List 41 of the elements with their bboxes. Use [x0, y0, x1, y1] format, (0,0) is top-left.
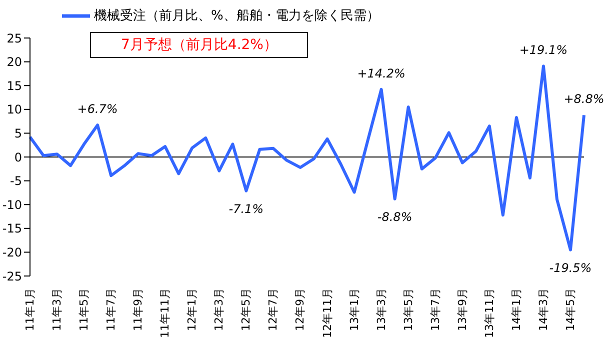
y-tick-label: 10 [6, 102, 22, 117]
x-tick-label: 13年11月 [482, 288, 496, 338]
data-label: +14.2% [357, 66, 406, 80]
x-tick-label: 13年5月 [402, 288, 415, 331]
y-tick-label: 25 [6, 31, 22, 46]
y-tick-label: -25 [2, 269, 22, 284]
x-tick-label: 12年9月 [294, 288, 307, 331]
y-tick-label: -5 [10, 174, 22, 188]
x-tick-label: 11年11月 [158, 288, 172, 338]
x-tick-label: 12年5月 [240, 288, 253, 331]
data-label: -8.8% [377, 210, 412, 224]
y-tick-label: 20 [6, 55, 22, 70]
y-tick-label: 15 [6, 78, 22, 93]
x-tick-label: 13年7月 [428, 288, 442, 331]
x-tick-label: 13年1月 [348, 288, 361, 331]
x-tick-label: 12年11月 [320, 288, 334, 338]
x-tick-label: 12年7月 [266, 288, 280, 331]
x-tick-label: 11年1月 [24, 288, 36, 331]
x-tick-label: 13年3月 [374, 288, 388, 331]
data-label: -7.1% [228, 202, 264, 216]
forecast-note-box: 7月予想（前月比4.2%） [90, 32, 308, 58]
legend-label: 機械受注（前月比、%、船舶・電力を除く民需） [94, 8, 380, 24]
data-label: +8.8% [564, 92, 604, 106]
data-label: +6.7% [77, 102, 118, 116]
y-tick-label: -20 [2, 245, 22, 260]
data-label: -19.5% [549, 260, 592, 275]
x-tick-label: 11年7月 [104, 288, 118, 331]
x-tick-label: 11年9月 [132, 288, 145, 331]
x-tick-label: 12年3月 [212, 288, 226, 331]
x-tick-label: 11年3月 [50, 288, 64, 331]
x-tick-label: 12年1月 [186, 288, 199, 331]
data-label: +19.1% [519, 43, 568, 58]
x-tick-label: 13年9月 [456, 288, 469, 331]
y-tick-label: 5 [14, 126, 22, 140]
y-tick-label: -10 [2, 198, 22, 212]
x-tick-label: 14年1月 [510, 288, 523, 331]
y-tick-label: 0 [14, 150, 22, 164]
x-tick-label: 11年5月 [78, 288, 91, 331]
x-tick-label: 14年3月 [536, 288, 550, 331]
x-tick-label: 14年5月 [564, 288, 577, 331]
y-tick-label: -15 [2, 222, 22, 236]
